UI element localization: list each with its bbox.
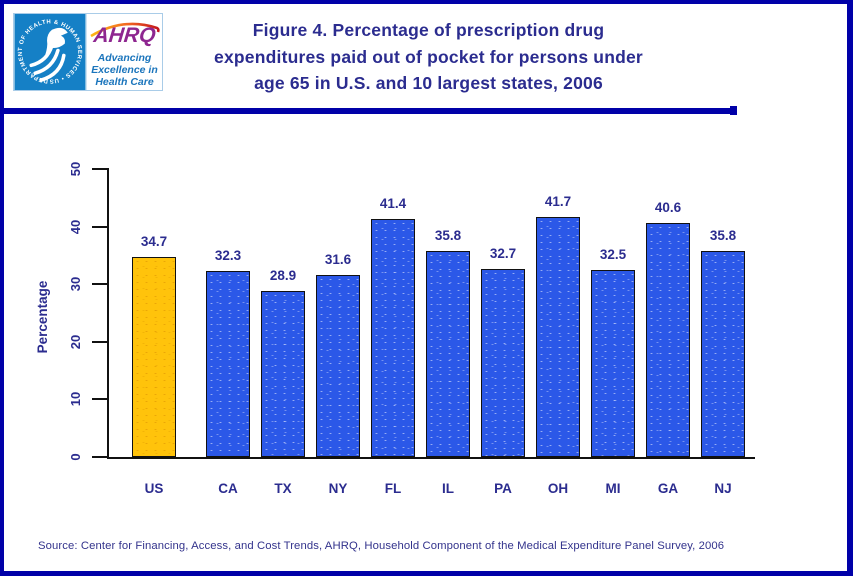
x-axis-label-pa: PA <box>494 481 512 496</box>
bar-pa <box>481 269 525 457</box>
y-tick-label: 0 <box>68 453 83 461</box>
x-axis-label-ga: GA <box>657 481 679 496</box>
bar-oh <box>536 217 580 457</box>
x-axis-label-nj: NJ <box>714 481 732 496</box>
bar-value-label-ca: 32.3 <box>214 248 242 263</box>
x-axis-label-fl: FL <box>384 481 402 496</box>
y-tick-label: 40 <box>68 219 83 234</box>
figure-title-line-3: age 65 in U.S. and 10 largest states, 20… <box>254 73 603 93</box>
figure-title: Figure 4. Percentage of prescription dru… <box>139 17 718 97</box>
y-tick-mark <box>92 283 108 286</box>
ahrq-logo-panel: AHRQ Advancing Excellence in Health Care <box>86 14 162 90</box>
x-axis-line <box>107 457 755 459</box>
source-note: Source: Center for Financing, Access, an… <box>38 540 725 552</box>
ahrq-hhs-logo: DEPARTMENT OF HEALTH & HUMAN SERVICES • … <box>13 13 163 91</box>
figure-title-line-2: expenditures paid out of pocket for pers… <box>214 46 643 67</box>
y-tick-label: 20 <box>68 334 83 350</box>
bar-value-label-pa: 32.7 <box>489 246 517 261</box>
y-tick-mark <box>92 225 108 228</box>
bar-value-label-tx: 28.9 <box>269 268 297 283</box>
bar-ny <box>316 275 360 457</box>
bar-value-label-fl: 41.4 <box>379 196 407 211</box>
x-axis-label-mi: MI <box>605 481 621 496</box>
bar-value-label-mi: 32.5 <box>599 247 627 262</box>
bar-value-label-il: 35.8 <box>434 228 462 243</box>
x-axis-label-ca: CA <box>218 481 238 496</box>
tagline-line-1: Advancing <box>97 52 152 64</box>
bar-ca <box>206 271 250 457</box>
y-tick-mark <box>92 168 108 170</box>
y-tick-label: 10 <box>68 392 83 407</box>
bar-value-label-ga: 40.6 <box>654 200 682 215</box>
y-tick-label: 30 <box>68 276 83 292</box>
y-tick-mark <box>92 456 108 458</box>
hhs-seal-icon: DEPARTMENT OF HEALTH & HUMAN SERVICES • … <box>14 14 86 90</box>
bar-value-label-oh: 41.7 <box>544 194 572 209</box>
bar-us <box>132 257 176 457</box>
bar-value-label-us: 34.7 <box>140 234 168 249</box>
bar-value-label-ny: 31.6 <box>324 252 352 267</box>
x-axis-label-ny: NY <box>328 481 348 496</box>
hhs-eagle-head <box>45 27 68 56</box>
x-axis-label-us: US <box>144 481 164 496</box>
y-axis-title: Percentage <box>35 280 50 354</box>
x-axis-label-tx: TX <box>274 481 292 496</box>
title-underline-bar <box>4 106 737 115</box>
ahrq-tagline: Advancing Excellence in Health Care <box>87 52 162 88</box>
x-axis-label-oh: OH <box>547 481 569 496</box>
x-axis-label-il: IL <box>442 481 454 496</box>
tagline-line-3: Health Care <box>95 76 154 88</box>
ahrq-swoosh-icon <box>90 22 160 38</box>
title-underline-end-cap <box>730 106 737 115</box>
y-axis-line <box>107 168 109 459</box>
bar-nj <box>701 251 745 457</box>
bar-ga <box>646 223 690 457</box>
tagline-line-2: Excellence in <box>91 64 158 76</box>
hhs-eagle-icon <box>29 43 66 82</box>
figure-title-line-1: Figure 4. Percentage of prescription dru… <box>252 20 605 40</box>
y-tick-mark <box>92 340 108 343</box>
y-tick-label: 50 <box>68 161 83 177</box>
bar-tx <box>261 291 305 457</box>
y-tick-mark <box>92 398 108 401</box>
bar-chart: Percentage 0 10 20 30 40 50 34.7 US 32.3 CA 28.9 TX… <box>4 4 847 571</box>
bar-fl <box>371 219 415 457</box>
bar-value-label-nj: 35.8 <box>709 228 737 243</box>
bar-mi <box>591 270 635 457</box>
bar-il <box>426 251 470 457</box>
